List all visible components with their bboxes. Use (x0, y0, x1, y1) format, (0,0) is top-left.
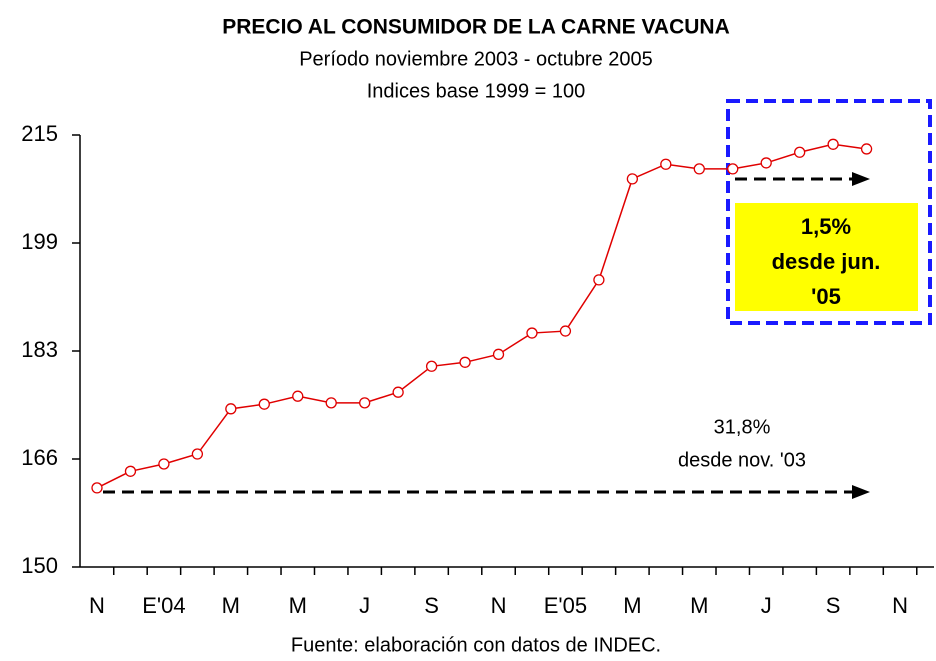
point (727, 163, 739, 175)
point (492, 348, 505, 360)
x-tick-label: M (222, 593, 240, 618)
point (827, 138, 839, 150)
point (760, 157, 772, 169)
label-box (735, 203, 918, 311)
arrow-head (852, 485, 870, 499)
point (660, 158, 672, 170)
point (860, 143, 873, 155)
y-tick-label: 166 (21, 445, 58, 470)
line (96, 143, 867, 489)
x-tick-label: E'05 (544, 593, 587, 618)
point (191, 448, 204, 460)
arrow-head (852, 172, 870, 186)
point (91, 482, 103, 494)
annotation: desde jun. (772, 249, 881, 274)
point (559, 325, 572, 337)
x-tick-label: N (89, 593, 105, 618)
annotation: 31,8% (714, 416, 771, 438)
x-tick-label: E'04 (142, 593, 185, 618)
x-tick-label: S (826, 593, 841, 618)
point (225, 403, 237, 415)
x-tick-label: N (892, 593, 908, 618)
point (459, 356, 471, 368)
point (693, 163, 705, 175)
highlight-box (726, 99, 932, 325)
x-tick-label: N (491, 593, 507, 618)
point (392, 386, 404, 398)
y-tick-label: 183 (21, 337, 58, 362)
subtitle: Indices base 1999 = 100 (367, 80, 586, 102)
point (593, 274, 605, 286)
y-tick-label: 199 (21, 229, 58, 254)
chart-title: PRECIO AL CONSUMIDOR DE LA CARNE VACUNA (222, 16, 730, 39)
x-tick-label: S (424, 593, 439, 618)
point (526, 327, 538, 339)
y-tick-label: 150 (21, 553, 58, 578)
point (325, 397, 337, 409)
x-tick-label: J (359, 593, 370, 618)
point (794, 146, 806, 158)
annotation: desde nov. '03 (678, 449, 806, 471)
x-tick-label: M (289, 593, 307, 618)
point (124, 465, 137, 477)
x-tick-label: M (623, 593, 641, 618)
point (258, 398, 270, 410)
point (359, 397, 371, 409)
point (626, 173, 639, 185)
y-tick-label: 215 (21, 121, 58, 146)
annotation: 1,5% (801, 214, 851, 239)
subtitle: Período noviembre 2003 - octubre 2005 (299, 48, 653, 70)
point (292, 390, 304, 402)
point (158, 458, 170, 470)
point (425, 360, 438, 372)
annotation: '05 (811, 284, 841, 309)
x-tick-label: M (690, 593, 708, 618)
source: Fuente: elaboración con datos de INDEC. (291, 634, 661, 656)
x-tick-label: J (761, 593, 772, 618)
